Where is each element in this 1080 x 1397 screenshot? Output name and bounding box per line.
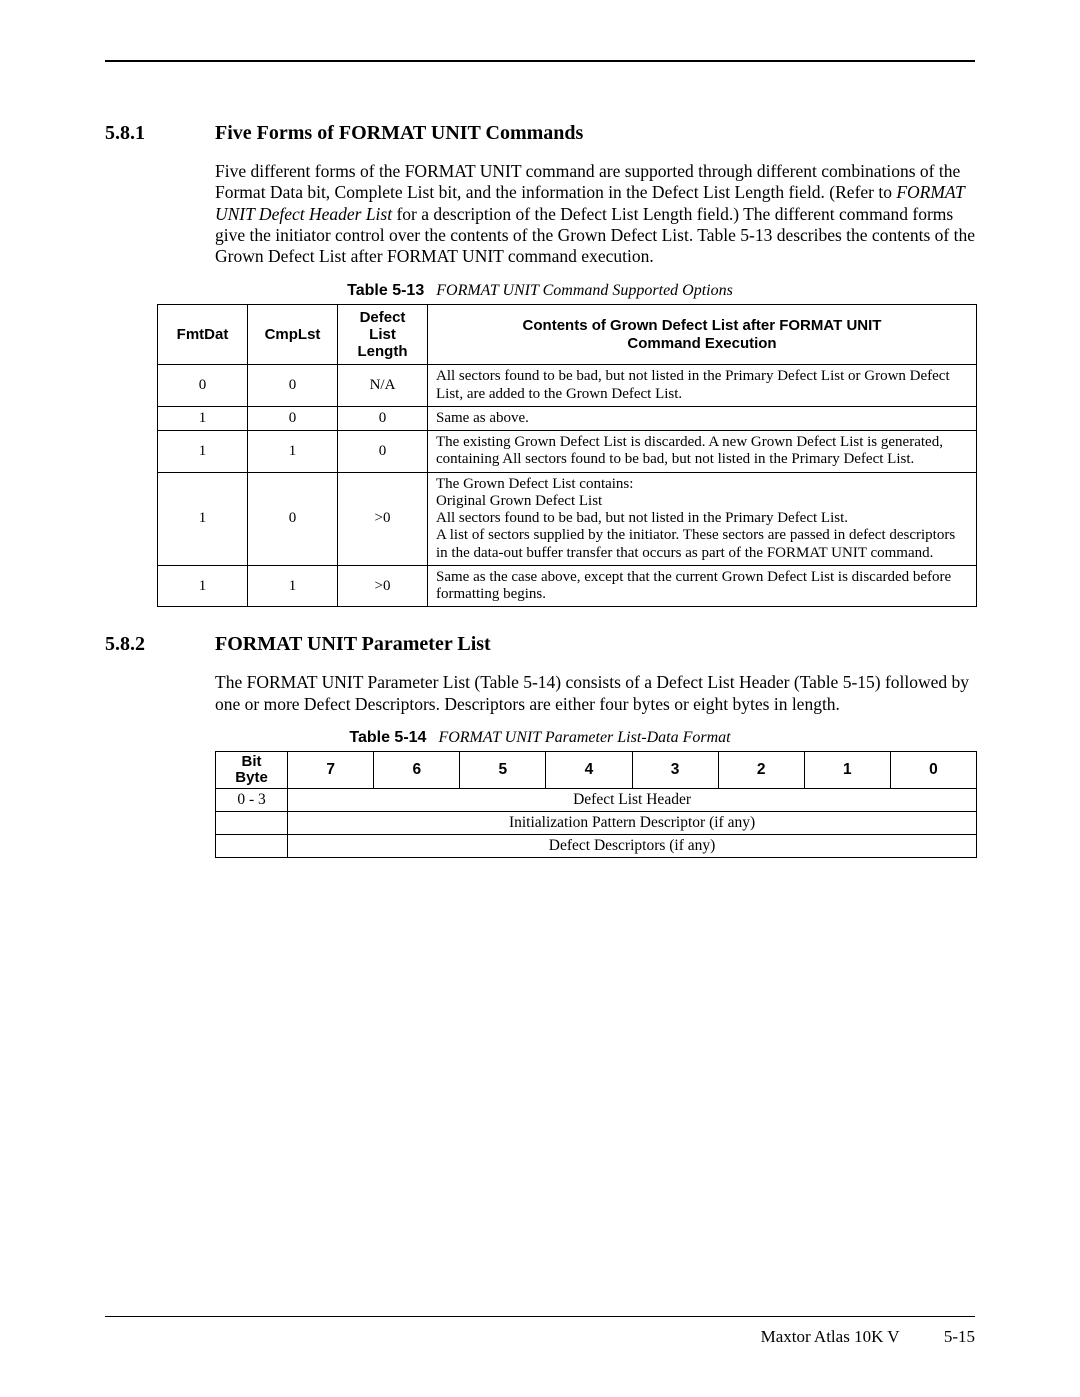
table-13-body: 0 0 N/A All sectors found to be bad, but… [158, 365, 977, 607]
span-cell: Defect List Header [288, 788, 977, 811]
bit-col: 3 [632, 752, 718, 789]
section-title: Five Forms of FORMAT UNIT Commands [215, 122, 583, 145]
bit-byte-header: BitByte [216, 752, 288, 789]
table-14-header-row: BitByte 7 6 5 4 3 2 1 0 [216, 752, 977, 789]
footer-page-number: 5-15 [944, 1327, 975, 1346]
table-row: 0 0 N/A All sectors found to be bad, but… [158, 365, 977, 407]
byte-cell [216, 834, 288, 857]
table-14-label: Table 5-14 [349, 729, 426, 746]
table-13-label: Table 5-13 [347, 282, 424, 299]
table-13-col-fmtdat: FmtDat [158, 304, 248, 365]
cell: 0 [158, 365, 248, 407]
table-13-col-defectlen: DefectListLength [338, 304, 428, 365]
bit-col: 4 [546, 752, 632, 789]
bit-col: 2 [718, 752, 804, 789]
cell: 0 [338, 431, 428, 473]
cell: 1 [248, 431, 338, 473]
cell: 0 [338, 406, 428, 430]
cell: >0 [338, 472, 428, 565]
cell: Same as the case above, except that the … [428, 565, 977, 607]
top-rule [105, 60, 975, 62]
cell: N/A [338, 365, 428, 407]
cell: 1 [158, 406, 248, 430]
page-footer: Maxtor Atlas 10K V 5-15 [105, 1316, 975, 1347]
span-cell: Initialization Pattern Descriptor (if an… [288, 811, 977, 834]
table-13: FmtDat CmpLst DefectListLength Contents … [157, 304, 977, 608]
cell: All sectors found to be bad, but not lis… [428, 365, 977, 407]
byte-cell [216, 811, 288, 834]
section-title: FORMAT UNIT Parameter List [215, 633, 491, 656]
table-14-title: FORMAT UNIT Parameter List-Data Format [438, 729, 730, 746]
cell: 1 [158, 472, 248, 565]
cell: 1 [158, 431, 248, 473]
section-number: 5.8.1 [105, 122, 215, 145]
table-13-caption: Table 5-13 FORMAT UNIT Command Supported… [105, 282, 975, 300]
section-number: 5.8.2 [105, 633, 215, 656]
table-13-col-cmplst: CmpLst [248, 304, 338, 365]
cell: 0 [248, 406, 338, 430]
section-heading-581: 5.8.1 Five Forms of FORMAT UNIT Commands [105, 122, 975, 145]
bit-col: 0 [890, 752, 976, 789]
table-14-caption: Table 5-14 FORMAT UNIT Parameter List-Da… [105, 729, 975, 747]
table-row: 1 1 >0 Same as the case above, except th… [158, 565, 977, 607]
bit-col: 1 [804, 752, 890, 789]
table-14-body: 0 - 3 Defect List Header Initialization … [216, 788, 977, 857]
bit-col: 6 [374, 752, 460, 789]
table-row: 1 0 >0 The Grown Defect List contains:Or… [158, 472, 977, 565]
cell: 1 [248, 565, 338, 607]
cell: The existing Grown Defect List is discar… [428, 431, 977, 473]
table-row: 1 0 0 Same as above. [158, 406, 977, 430]
footer-line: Maxtor Atlas 10K V 5-15 [105, 1327, 975, 1347]
footer-product: Maxtor Atlas 10K V [761, 1327, 900, 1346]
bit-col: 5 [460, 752, 546, 789]
cell: 0 [248, 472, 338, 565]
section-581-paragraph: Five different forms of the FORMAT UNIT … [215, 161, 975, 268]
cell: >0 [338, 565, 428, 607]
footer-rule [105, 1316, 975, 1317]
table-row: Initialization Pattern Descriptor (if an… [216, 811, 977, 834]
table-14: BitByte 7 6 5 4 3 2 1 0 0 - 3 Defect Lis… [215, 751, 977, 858]
table-row: Defect Descriptors (if any) [216, 834, 977, 857]
section-heading-582: 5.8.2 FORMAT UNIT Parameter List [105, 633, 975, 656]
table-13-col-contents: Contents of Grown Defect List after FORM… [428, 304, 977, 365]
table-13-title: FORMAT UNIT Command Supported Options [436, 282, 733, 299]
byte-cell: 0 - 3 [216, 788, 288, 811]
cell: 0 [248, 365, 338, 407]
bit-col: 7 [288, 752, 374, 789]
cell: 1 [158, 565, 248, 607]
page: 5.8.1 Five Forms of FORMAT UNIT Commands… [0, 0, 1080, 1397]
cell: The Grown Defect List contains:Original … [428, 472, 977, 565]
section-582-paragraph: The FORMAT UNIT Parameter List (Table 5-… [215, 672, 975, 715]
table-row: 0 - 3 Defect List Header [216, 788, 977, 811]
table-row: 1 1 0 The existing Grown Defect List is … [158, 431, 977, 473]
table-13-header-row: FmtDat CmpLst DefectListLength Contents … [158, 304, 977, 365]
span-cell: Defect Descriptors (if any) [288, 834, 977, 857]
cell: Same as above. [428, 406, 977, 430]
